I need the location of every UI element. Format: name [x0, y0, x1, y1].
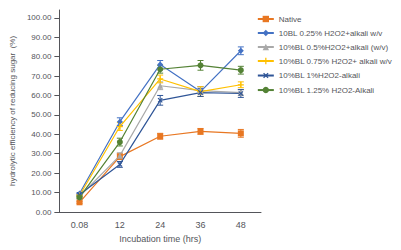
svg-text:10%BL 1.25% H2O2-Alkali: 10%BL 1.25% H2O2-Alkali [279, 86, 375, 95]
svg-text:36: 36 [196, 220, 206, 230]
svg-text:10%BL 0.75% H2O2+ alkali w/v: 10%BL 0.75% H2O2+ alkali w/v [279, 57, 392, 66]
svg-text:10%BL 0.5%H2O2+alkali (w/v): 10%BL 0.5%H2O2+alkali (w/v) [279, 43, 389, 52]
svg-text:Native: Native [279, 15, 302, 24]
svg-text:80.00: 80.00 [31, 52, 52, 61]
svg-text:0.00: 0.00 [36, 208, 52, 217]
svg-text:40.00: 40.00 [31, 130, 52, 139]
svg-text:48: 48 [236, 220, 246, 230]
svg-text:60.00: 60.00 [31, 91, 52, 100]
svg-text:90.00: 90.00 [31, 33, 52, 42]
svg-text:24: 24 [155, 220, 165, 230]
svg-text:10%BL 1%H2O2-alkali: 10%BL 1%H2O2-alkali [279, 71, 360, 80]
svg-text:12: 12 [115, 220, 125, 230]
svg-text:50.00: 50.00 [31, 110, 52, 119]
svg-text:100.00: 100.00 [27, 13, 52, 22]
svg-text:20.00: 20.00 [31, 169, 52, 178]
svg-text:70.00: 70.00 [31, 72, 52, 81]
svg-text:0.08: 0.08 [71, 220, 89, 230]
svg-text:10BL 0.25% H2O2+alkali w/v: 10BL 0.25% H2O2+alkali w/v [279, 29, 383, 38]
svg-text:10.00: 10.00 [31, 188, 52, 197]
svg-text:30.00: 30.00 [31, 149, 52, 158]
svg-text:hydrolytic efficiency of reduc: hydrolytic efficiency of reducing sugar … [8, 36, 17, 186]
svg-text:Incubation time (hrs): Incubation time (hrs) [119, 234, 201, 244]
